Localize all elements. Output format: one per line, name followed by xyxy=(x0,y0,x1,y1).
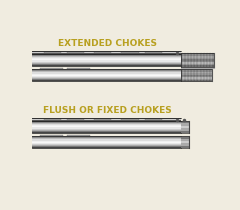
Bar xyxy=(181,56,214,58)
Bar xyxy=(181,58,214,59)
Bar xyxy=(32,137,181,138)
Bar xyxy=(32,126,181,127)
Bar xyxy=(94,119,111,120)
Bar xyxy=(67,119,84,120)
Bar xyxy=(145,119,162,120)
Bar xyxy=(32,79,181,80)
Bar xyxy=(32,138,181,139)
Bar xyxy=(67,135,90,136)
Bar xyxy=(181,79,212,80)
Bar xyxy=(32,70,181,71)
Bar xyxy=(181,61,214,62)
Bar xyxy=(32,140,181,142)
Bar xyxy=(121,119,138,120)
Bar xyxy=(32,54,181,55)
Bar xyxy=(32,120,181,121)
Bar xyxy=(181,75,212,76)
Bar xyxy=(32,74,181,75)
Bar xyxy=(181,76,212,77)
Text: FLUSH OR FIXED CHOKES: FLUSH OR FIXED CHOKES xyxy=(43,105,172,114)
Bar xyxy=(32,144,181,145)
Bar xyxy=(181,143,189,146)
Bar xyxy=(32,63,181,64)
Bar xyxy=(32,76,181,77)
Bar xyxy=(32,56,181,57)
Bar xyxy=(181,139,189,141)
Bar xyxy=(181,54,214,56)
Bar xyxy=(32,52,181,53)
Bar xyxy=(32,125,181,126)
Bar xyxy=(32,118,181,119)
Bar xyxy=(32,80,181,81)
Bar xyxy=(32,62,181,63)
Bar xyxy=(181,141,189,143)
Bar xyxy=(32,58,181,59)
Bar xyxy=(181,77,212,79)
Bar xyxy=(32,123,181,124)
Bar xyxy=(181,65,214,67)
Bar xyxy=(181,62,214,64)
Bar xyxy=(32,132,181,133)
Bar xyxy=(44,119,61,120)
Bar xyxy=(32,65,181,66)
Bar xyxy=(67,68,90,69)
Bar xyxy=(181,72,212,73)
Bar xyxy=(181,64,214,65)
Bar xyxy=(32,59,181,60)
Bar xyxy=(32,124,181,125)
Bar xyxy=(181,126,189,128)
Bar xyxy=(32,147,181,148)
Bar xyxy=(121,52,138,53)
Bar xyxy=(32,71,181,72)
Text: EXTENDED CHOKES: EXTENDED CHOKES xyxy=(58,38,157,47)
Bar xyxy=(32,78,181,79)
Bar xyxy=(94,52,111,53)
Bar xyxy=(181,80,212,81)
Bar xyxy=(32,119,181,120)
Bar xyxy=(181,53,214,54)
Bar xyxy=(32,75,181,76)
Bar xyxy=(32,57,181,58)
Bar xyxy=(181,71,212,72)
Bar xyxy=(32,122,181,123)
Bar xyxy=(32,145,181,146)
Bar xyxy=(32,69,181,70)
Bar xyxy=(181,73,212,75)
Bar xyxy=(181,123,189,126)
Bar xyxy=(32,60,181,62)
Bar xyxy=(44,52,61,53)
Bar xyxy=(32,143,181,144)
Bar xyxy=(181,136,189,139)
Bar xyxy=(181,69,212,71)
Bar xyxy=(32,121,181,122)
Bar xyxy=(32,53,181,54)
Bar xyxy=(32,72,181,73)
Bar xyxy=(32,131,181,132)
Bar xyxy=(32,139,181,140)
Bar xyxy=(32,142,181,143)
Bar xyxy=(32,146,181,147)
Bar xyxy=(181,121,189,123)
Bar xyxy=(32,51,181,52)
Bar xyxy=(32,64,181,65)
Bar xyxy=(32,130,181,131)
Bar xyxy=(181,59,214,61)
Bar xyxy=(32,55,181,56)
Bar xyxy=(181,131,189,133)
Bar xyxy=(145,52,162,53)
Bar xyxy=(67,52,84,53)
Bar xyxy=(181,146,189,148)
Bar xyxy=(32,136,181,137)
Bar xyxy=(32,127,181,129)
Bar xyxy=(32,129,181,130)
Bar xyxy=(181,128,189,131)
Bar xyxy=(32,77,181,78)
Bar xyxy=(40,135,63,136)
Bar xyxy=(40,68,63,69)
